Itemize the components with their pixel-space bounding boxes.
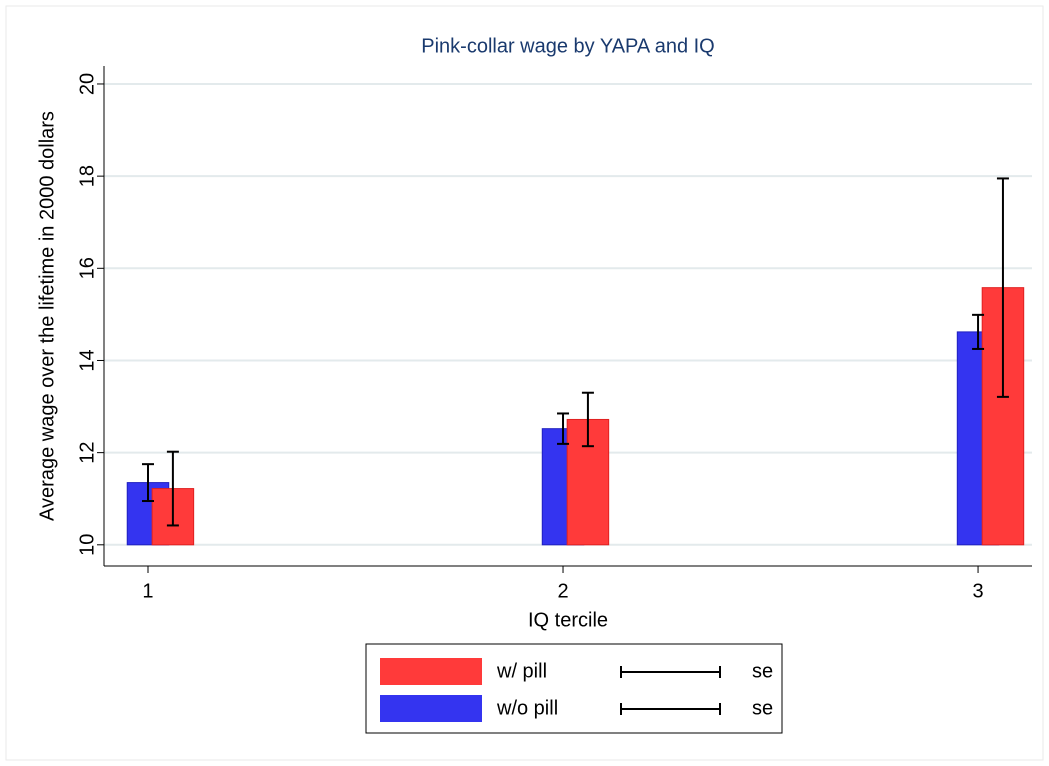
- error-bar: [581, 391, 594, 448]
- chart-title: Pink-collar wage by YAPA and IQ: [421, 35, 715, 57]
- error-bar: [557, 412, 570, 445]
- error-bar: [141, 463, 154, 503]
- legend-label: w/o pill: [496, 697, 558, 719]
- y-tick-label: 20: [76, 73, 98, 95]
- y-axis-label: Average wage over the lifetime in 2000 d…: [36, 111, 58, 521]
- y-tick-label: 12: [76, 442, 98, 464]
- y-tick-label: 14: [76, 349, 98, 371]
- x-tick-label: 1: [142, 580, 153, 602]
- error-bar: [972, 313, 985, 350]
- x-tick-label: 3: [972, 580, 983, 602]
- error-bar: [996, 177, 1009, 398]
- legend-swatch: [380, 658, 482, 685]
- legend-se-label: se: [752, 697, 773, 719]
- y-tick-label: 18: [76, 165, 98, 187]
- error-bar: [166, 450, 179, 527]
- legend-label: w/ pill: [496, 660, 547, 682]
- x-tick-label: 2: [557, 580, 568, 602]
- legend-swatch: [380, 695, 482, 722]
- frame: [5, 5, 1044, 761]
- y-tick-label: 10: [76, 534, 98, 556]
- y-tick-label: 16: [76, 257, 98, 279]
- x-axis-label: IQ tercile: [528, 609, 608, 631]
- legend-se-label: se: [752, 660, 773, 682]
